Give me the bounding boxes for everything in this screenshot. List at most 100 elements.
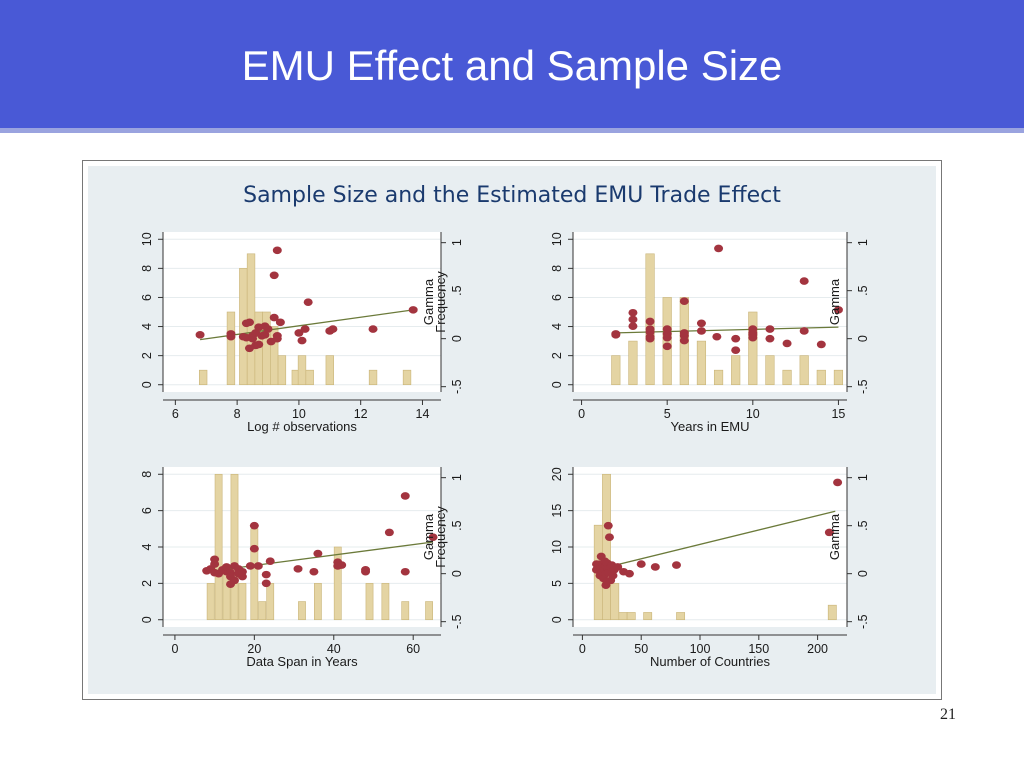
y-right-tick-label: 1 [450, 474, 464, 481]
y-right-tick-label: .5 [450, 520, 464, 530]
data-point [613, 563, 623, 571]
data-point [272, 334, 282, 343]
x-tick-label: 0 [171, 642, 178, 656]
histogram-bar [731, 355, 741, 386]
y-left-tick-label: 4 [140, 323, 154, 330]
data-point [628, 322, 638, 330]
histogram-bar [765, 355, 775, 386]
y-right-axis-title: Gamma [827, 278, 842, 325]
x-axis-title: Data Span in Years [246, 654, 358, 669]
histogram-bar [602, 473, 611, 621]
x-tick-label: 50 [634, 642, 648, 656]
data-point [384, 528, 394, 537]
data-point [671, 561, 681, 569]
y-left-tick-label: 4 [140, 543, 154, 550]
y-right-axis-title: Gamma [827, 513, 842, 560]
data-point [293, 565, 303, 573]
data-point [297, 336, 307, 345]
data-point [226, 332, 236, 341]
histogram-bar [198, 369, 208, 386]
data-point [765, 334, 775, 343]
histogram-bar [816, 369, 826, 386]
y-left-tick-label: 0 [140, 616, 154, 623]
data-point [300, 325, 310, 333]
data-point [361, 566, 371, 574]
histogram-bar [238, 583, 247, 621]
data-point [260, 322, 270, 330]
histogram-bar [611, 355, 621, 386]
y-right-tick-label: 0 [856, 335, 870, 342]
y-right-tick-label: -.5 [450, 379, 464, 394]
slide-header: EMU Effect and Sample Size [0, 0, 1024, 128]
data-point [748, 333, 758, 342]
histogram-bar [799, 355, 809, 386]
slide-title: EMU Effect and Sample Size [241, 42, 783, 89]
histogram-bar [748, 311, 758, 386]
y-right-tick-label: -.5 [856, 614, 870, 629]
histogram-bar [401, 601, 410, 621]
data-point [611, 330, 621, 338]
data-point [712, 332, 722, 341]
histogram-bar [365, 583, 374, 621]
data-point [604, 533, 614, 541]
fit-line [599, 510, 836, 570]
data-point [400, 492, 410, 500]
data-point [603, 521, 613, 530]
x-tick-label: 100 [690, 642, 711, 656]
data-point [269, 271, 279, 280]
histogram-bar [827, 604, 837, 621]
histogram-bar [305, 369, 314, 386]
data-point [269, 313, 279, 322]
y-left-tick-label: 8 [140, 265, 154, 272]
y-right-tick-label: 0 [856, 570, 870, 577]
x-tick-label: 20 [247, 642, 261, 656]
histogram-bar [325, 355, 334, 386]
x-tick-label: 14 [416, 407, 430, 421]
data-point [645, 325, 655, 333]
data-point [833, 478, 843, 487]
data-point [222, 563, 232, 571]
histogram-bar [782, 369, 792, 386]
header-divider [0, 128, 1024, 133]
histogram-bar [713, 369, 724, 386]
x-tick-label: 200 [807, 642, 828, 656]
y-right-axis-title: Gamma [421, 513, 436, 560]
data-point [824, 528, 834, 537]
histogram-bar [610, 583, 620, 621]
data-point [244, 344, 254, 353]
data-point [731, 334, 741, 343]
y-left-tick-label: 15 [550, 504, 564, 518]
y-left-tick-label: 0 [140, 381, 154, 388]
data-point [636, 560, 646, 568]
y-left-tick-label: 6 [140, 507, 154, 514]
y-left-tick-label: 2 [550, 352, 564, 359]
histogram-bar [297, 355, 307, 386]
x-tick-label: 10 [292, 407, 306, 421]
y-left-tick-label: 8 [550, 265, 564, 272]
data-point [650, 563, 660, 571]
y-right-tick-label: 0 [450, 335, 464, 342]
page-number: 21 [940, 706, 956, 723]
histogram-bar [314, 583, 322, 621]
data-point [303, 298, 313, 306]
histogram-bar [230, 473, 239, 621]
histogram-bar [214, 473, 223, 621]
data-point [714, 244, 724, 253]
histogram-bar [618, 612, 628, 621]
y-left-tick-label: 6 [550, 294, 564, 301]
y-left-tick-label: 4 [550, 323, 564, 330]
data-point [799, 327, 809, 335]
histogram-bar [402, 369, 412, 386]
x-tick-label: 150 [748, 642, 769, 656]
data-point [309, 567, 319, 576]
y-left-tick-label: 0 [550, 616, 564, 623]
data-point [265, 557, 275, 565]
y-right-tick-label: .5 [856, 520, 870, 530]
histogram-bar [676, 612, 686, 621]
data-point [765, 325, 775, 333]
y-left-tick-label: 10 [550, 540, 564, 554]
y-right-tick-label: .5 [450, 285, 464, 295]
data-point [608, 571, 618, 580]
